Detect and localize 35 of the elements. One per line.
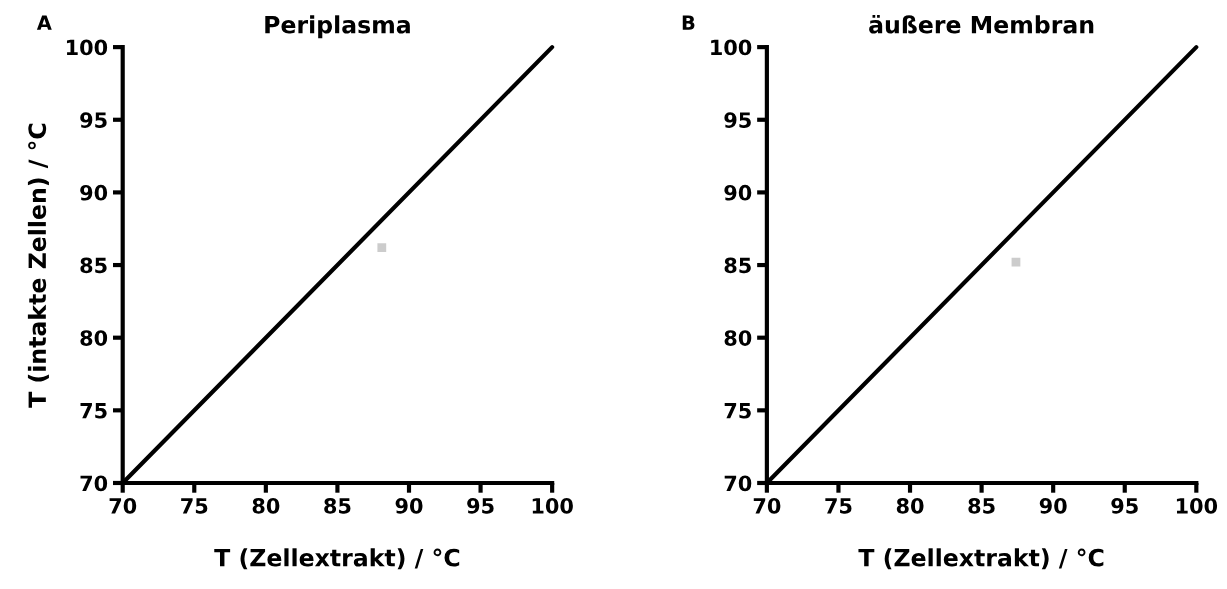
y-tick-label: 80 [80, 330, 108, 346]
x-axis-title: T (Zellextrakt) / °C [214, 548, 460, 570]
x-tick-label: 95 [467, 497, 494, 514]
y-tick-label: 70 [80, 475, 108, 492]
y-tick-label: 85 [80, 257, 107, 274]
x-tick-label: 80 [252, 497, 280, 514]
y-tick-label: 90 [80, 184, 108, 201]
x-tick-label: 70 [109, 497, 137, 514]
x-axis-title: T (Zellextrakt) / °C [858, 548, 1104, 570]
x-tick-label: 90 [395, 497, 423, 514]
y-axis-title: T (intakte Zellen) / °C [27, 123, 49, 408]
y-tick-label: 90 [724, 184, 752, 201]
y-tick-label: 100 [711, 39, 752, 56]
x-tick-label: 100 [532, 497, 573, 514]
y-tick-label: 80 [724, 330, 752, 346]
y-tick-label: 75 [80, 403, 107, 419]
x-tick-label: 70 [753, 497, 781, 514]
x-tick-label: 90 [1039, 497, 1067, 514]
chart-title: äußere Membran [869, 14, 1094, 34]
text: A [36, 15, 52, 30]
x-tick-label: 85 [324, 497, 351, 514]
x-tick-label: 100 [1176, 497, 1218, 514]
x-tick-label: 75 [181, 498, 208, 514]
y-tick-label: 95 [80, 112, 107, 128]
x-tick-label: 80 [896, 497, 924, 514]
y-tick-label: 70 [724, 475, 752, 492]
x-tick-label: 95 [1111, 497, 1138, 514]
y-tick-label: 100 [66, 39, 108, 56]
x-tick-label: 85 [968, 497, 995, 514]
text: B [682, 15, 695, 30]
y-tick-label: 85 [724, 257, 751, 274]
x-tick-label: 75 [825, 498, 852, 514]
chart-title: Periplasma [265, 15, 410, 39]
y-tick-label: 75 [724, 403, 751, 419]
y-tick-label: 95 [724, 112, 751, 128]
